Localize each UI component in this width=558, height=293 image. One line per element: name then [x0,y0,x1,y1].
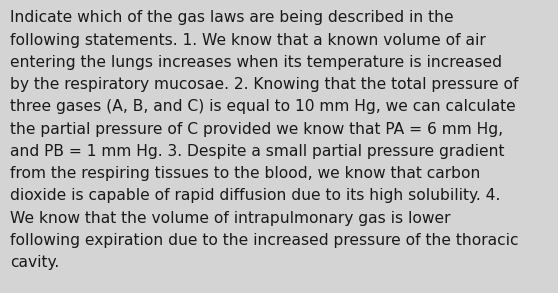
Text: Indicate which of the gas laws are being described in the: Indicate which of the gas laws are being… [10,10,454,25]
Text: entering the lungs increases when its temperature is increased: entering the lungs increases when its te… [10,55,502,70]
Text: by the respiratory mucosae. 2. Knowing that the total pressure of: by the respiratory mucosae. 2. Knowing t… [10,77,518,92]
Text: We know that the volume of intrapulmonary gas is lower: We know that the volume of intrapulmonar… [10,211,450,226]
Text: the partial pressure of C provided we know that PA = 6 mm Hg,: the partial pressure of C provided we kn… [10,122,503,137]
Text: following expiration due to the increased pressure of the thoracic: following expiration due to the increase… [10,233,518,248]
Text: dioxide is capable of rapid diffusion due to its high solubility. 4.: dioxide is capable of rapid diffusion du… [10,188,501,203]
Text: following statements. 1. We know that a known volume of air: following statements. 1. We know that a … [10,33,486,47]
Text: three gases (A, B, and C) is equal to 10 mm Hg, we can calculate: three gases (A, B, and C) is equal to 10… [10,99,516,114]
Text: from the respiring tissues to the blood, we know that carbon: from the respiring tissues to the blood,… [10,166,480,181]
Text: and PB = 1 mm Hg. 3. Despite a small partial pressure gradient: and PB = 1 mm Hg. 3. Despite a small par… [10,144,504,159]
Text: cavity.: cavity. [10,255,59,270]
